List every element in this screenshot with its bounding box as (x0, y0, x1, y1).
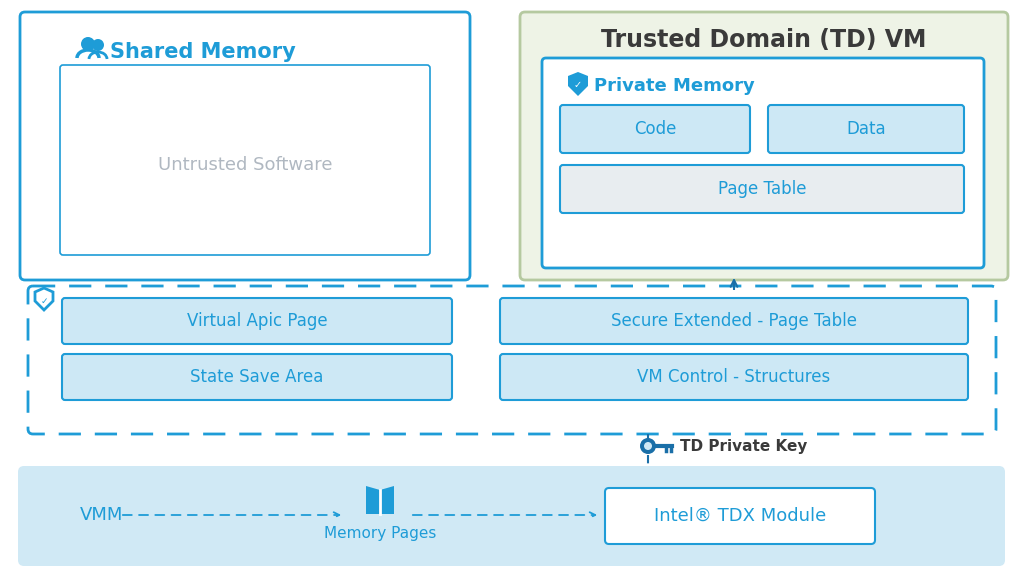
FancyBboxPatch shape (560, 165, 964, 213)
Polygon shape (380, 486, 394, 514)
FancyBboxPatch shape (768, 105, 964, 153)
Text: Private Memory: Private Memory (594, 77, 755, 95)
Text: Trusted Domain (TD) VM: Trusted Domain (TD) VM (601, 28, 927, 52)
Text: Memory Pages: Memory Pages (324, 526, 436, 541)
FancyBboxPatch shape (60, 65, 430, 255)
Circle shape (92, 39, 104, 51)
Text: VMM: VMM (80, 506, 123, 524)
FancyBboxPatch shape (20, 12, 470, 280)
FancyBboxPatch shape (560, 105, 750, 153)
Text: VM Control - Structures: VM Control - Structures (637, 368, 830, 386)
FancyBboxPatch shape (500, 298, 968, 344)
Text: Secure Extended - Page Table: Secure Extended - Page Table (611, 312, 857, 330)
Circle shape (644, 442, 652, 450)
FancyBboxPatch shape (605, 488, 874, 544)
FancyBboxPatch shape (62, 298, 452, 344)
Text: TD Private Key: TD Private Key (680, 439, 807, 454)
Polygon shape (366, 486, 380, 514)
Text: Shared Memory: Shared Memory (110, 42, 296, 62)
Circle shape (640, 438, 656, 454)
Text: ✓: ✓ (573, 80, 582, 90)
Text: Untrusted Software: Untrusted Software (158, 156, 332, 174)
Text: ✓: ✓ (40, 297, 48, 305)
FancyBboxPatch shape (500, 354, 968, 400)
Text: Intel® TDX Module: Intel® TDX Module (654, 507, 826, 525)
Text: Virtual Apic Page: Virtual Apic Page (186, 312, 328, 330)
FancyBboxPatch shape (520, 12, 1008, 280)
Circle shape (81, 37, 95, 51)
Text: State Save Area: State Save Area (190, 368, 324, 386)
Text: Data: Data (846, 120, 886, 138)
Text: Page Table: Page Table (718, 180, 806, 198)
FancyBboxPatch shape (62, 354, 452, 400)
FancyBboxPatch shape (18, 466, 1005, 566)
FancyBboxPatch shape (542, 58, 984, 268)
Text: Code: Code (634, 120, 676, 138)
Polygon shape (568, 72, 588, 96)
